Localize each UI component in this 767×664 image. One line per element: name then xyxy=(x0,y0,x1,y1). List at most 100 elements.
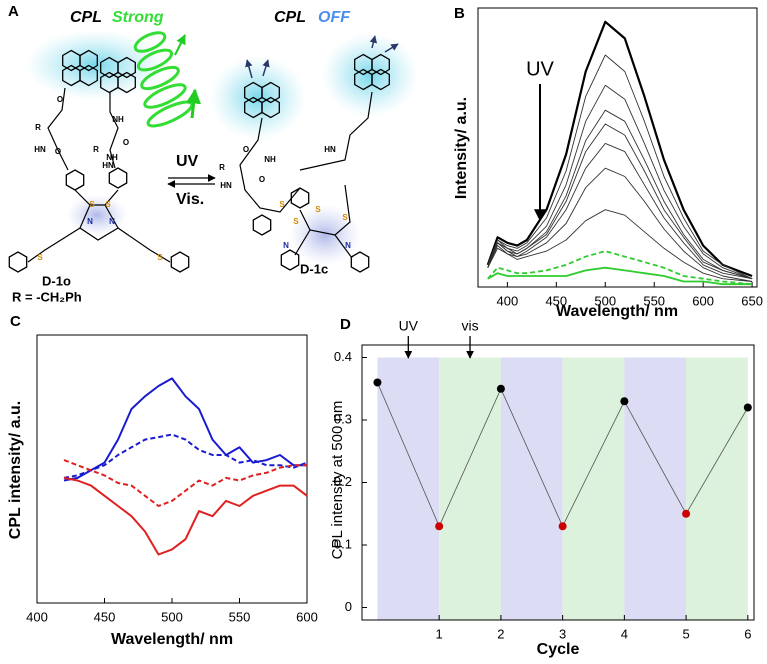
atom-label: O xyxy=(55,147,61,156)
atom-label: N xyxy=(109,217,115,226)
bond xyxy=(109,92,119,169)
ring xyxy=(117,56,136,79)
band xyxy=(686,357,748,620)
atom-label: HN xyxy=(220,181,232,190)
panel-a: A CPL Strong CPL OFF UV Vis. D-1oR = -CH₂Ph D-1c… xyxy=(8,3,418,304)
ring xyxy=(350,251,370,273)
x-tick-label: 5 xyxy=(682,626,689,641)
bond xyxy=(47,87,69,171)
bond xyxy=(262,59,270,77)
panel-letter: C xyxy=(10,313,21,330)
x-tick-label: 500 xyxy=(594,293,616,308)
atom-label: N xyxy=(87,217,93,226)
bond xyxy=(294,229,311,256)
x-tick-label: 550 xyxy=(643,293,665,308)
band xyxy=(624,357,687,620)
atom-label: S xyxy=(157,253,163,262)
x-tick-label: 4 xyxy=(621,626,628,641)
atom-label: S xyxy=(342,213,348,222)
x-tick-label: 6 xyxy=(744,626,751,641)
glow xyxy=(25,30,165,100)
series-line xyxy=(487,167,753,282)
ring xyxy=(252,214,272,236)
panel-letter: B xyxy=(454,5,465,22)
y-tick-label: 0.4 xyxy=(334,349,352,364)
cpl-spiral xyxy=(140,65,180,91)
data-point xyxy=(496,384,505,393)
bond xyxy=(27,227,81,263)
panel-letter: A xyxy=(8,3,19,20)
ring xyxy=(261,81,280,104)
ring xyxy=(117,71,136,94)
y-tick-label: 0.2 xyxy=(334,474,352,489)
ring xyxy=(108,167,128,189)
series-line xyxy=(63,433,308,479)
x-tick-label: 550 xyxy=(229,609,251,624)
glow xyxy=(210,56,306,140)
label: Vis. xyxy=(176,191,204,208)
atom-label: S xyxy=(105,200,111,209)
atom-label: S xyxy=(293,217,299,226)
y-axis-title: Intensity/ a.u. xyxy=(453,97,470,199)
atom-label: O xyxy=(123,138,129,147)
atom-label: HN xyxy=(102,161,114,170)
bond xyxy=(117,227,171,263)
atom-label: N xyxy=(283,241,289,250)
series-line xyxy=(487,250,753,286)
y-tick-label: 0 xyxy=(345,599,352,614)
series-line xyxy=(487,123,753,280)
glow xyxy=(67,195,127,235)
ring xyxy=(261,96,280,119)
series-line xyxy=(63,459,307,507)
bond xyxy=(384,43,399,53)
ring xyxy=(79,49,98,72)
bond xyxy=(174,34,186,56)
series-line xyxy=(487,266,753,286)
atom-label: O xyxy=(259,175,265,184)
annotation: vis xyxy=(461,318,478,334)
series-line xyxy=(63,476,308,556)
atom-label: O xyxy=(243,145,249,154)
atom-label: S xyxy=(37,253,43,262)
bond xyxy=(245,59,253,79)
ring xyxy=(371,53,390,76)
ring xyxy=(280,249,300,271)
series-line xyxy=(487,142,753,280)
bond xyxy=(186,88,202,119)
data-point xyxy=(373,378,382,387)
atom-label: O xyxy=(57,95,63,104)
y-tick-label: 0.1 xyxy=(334,536,352,551)
x-axis-title: Cycle xyxy=(537,641,580,658)
cpl-spiral xyxy=(143,83,187,109)
x-tick-label: 450 xyxy=(94,609,116,624)
bond xyxy=(369,35,378,49)
ring xyxy=(79,64,98,87)
label: Strong xyxy=(112,9,164,26)
label: D-1o xyxy=(42,273,71,288)
panel-letter: D xyxy=(340,316,351,333)
atom-label: HN xyxy=(34,145,46,154)
ring xyxy=(371,68,390,91)
atom-label: S xyxy=(315,205,321,214)
y-axis-title: CPL intensity at 500 nm xyxy=(329,401,346,560)
x-tick-label: 500 xyxy=(161,609,183,624)
data-point xyxy=(435,522,444,531)
bond xyxy=(79,204,119,241)
atom-label: N xyxy=(345,241,351,250)
x-tick-label: 600 xyxy=(692,293,714,308)
x-tick-label: 600 xyxy=(296,609,318,624)
series-line xyxy=(487,209,753,282)
glow xyxy=(322,33,418,117)
label: CPL xyxy=(70,9,102,26)
atom-label: R xyxy=(219,163,225,172)
x-axis-title: Wavelength/ nm xyxy=(556,303,678,320)
bond xyxy=(334,234,353,259)
x-axis-title: Wavelength/ nm xyxy=(111,631,233,648)
y-axis-title: CPL intensity/ a.u. xyxy=(7,401,24,539)
series-line xyxy=(487,84,753,280)
series-line xyxy=(486,20,753,278)
x-tick-label: 400 xyxy=(26,609,48,624)
series-line xyxy=(63,377,307,482)
